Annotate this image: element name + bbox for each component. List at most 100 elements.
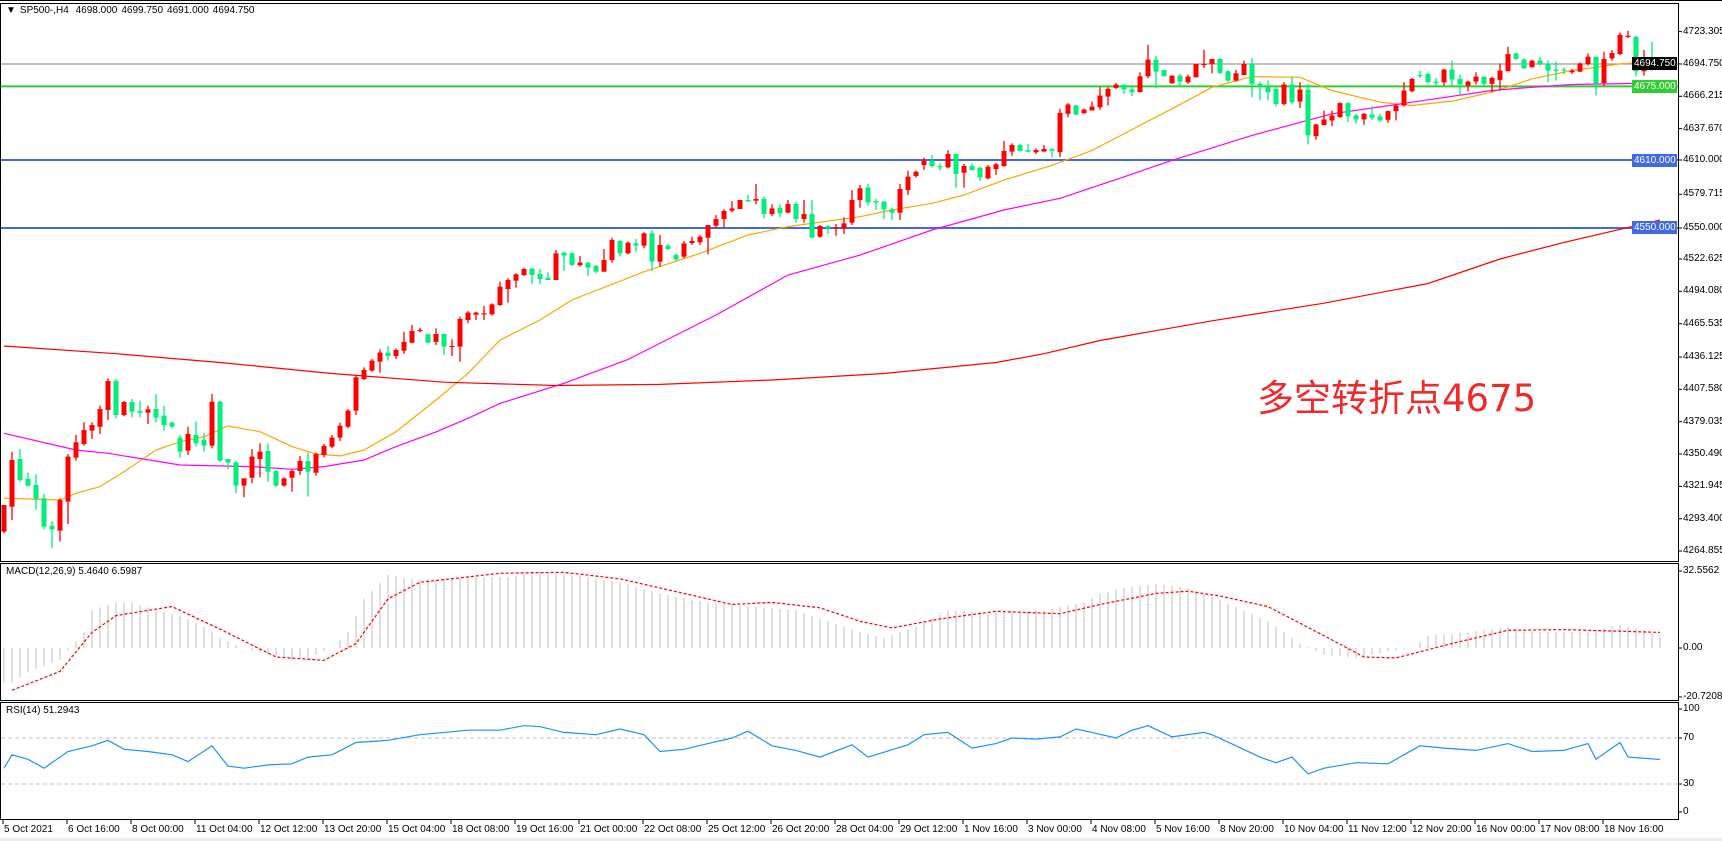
candle-body [1137, 76, 1143, 93]
candle-body [793, 203, 799, 220]
candle-body [1209, 58, 1215, 64]
candle-body [1425, 74, 1431, 83]
candle-body [1049, 149, 1055, 151]
candle-body [169, 422, 175, 427]
candle-body [513, 274, 519, 281]
candle-body [1289, 84, 1295, 103]
candle [81, 422, 87, 446]
candle [985, 164, 991, 180]
candle-body [297, 461, 303, 472]
time-axis-label: 22 Oct 08:00 [644, 824, 702, 835]
candle [201, 433, 207, 452]
candle [105, 378, 111, 421]
candle-body [1521, 59, 1527, 69]
candle [249, 449, 255, 484]
candle [393, 348, 399, 359]
candle-body [1569, 70, 1575, 73]
rsi-axis-label: 30 [1683, 778, 1695, 789]
triangle-down-icon[interactable]: ▼ [6, 5, 16, 16]
candle-body [113, 381, 119, 416]
candle-body [1465, 81, 1471, 86]
candle [481, 305, 487, 320]
candle-body [1457, 78, 1463, 85]
candle-body [369, 360, 375, 371]
candle [1081, 108, 1087, 114]
candle-body [465, 312, 471, 320]
candle [369, 358, 375, 372]
candle [177, 434, 183, 458]
candle [1337, 102, 1343, 118]
candle [1625, 30, 1631, 39]
scrollbar-strip[interactable] [0, 838, 1722, 841]
candle [1457, 74, 1463, 96]
candle-body [1161, 69, 1167, 77]
candle-body [1601, 58, 1607, 83]
price-axis-label: 4436.125 [1683, 351, 1722, 362]
candle-body [601, 260, 607, 272]
candle-body [697, 236, 703, 243]
candle-body [289, 471, 295, 478]
candle [729, 201, 735, 213]
close-value: 4694.750 [212, 5, 255, 16]
candle-body [761, 198, 767, 215]
candle-body [809, 214, 815, 238]
candle [817, 225, 823, 238]
candle [1361, 113, 1367, 125]
candle-body [481, 313, 487, 315]
candle-body [161, 415, 167, 426]
candle-body [1625, 35, 1631, 37]
candle [217, 400, 223, 462]
candle-body [609, 239, 615, 261]
candle-body [577, 262, 583, 266]
candle-body [9, 460, 15, 507]
candle-body [937, 166, 943, 168]
candle [1561, 67, 1567, 74]
candle [1009, 143, 1015, 156]
candle-body [953, 153, 959, 175]
candle [1225, 69, 1231, 83]
macd-axis-label: -20.7208 [1683, 691, 1722, 702]
candle [49, 520, 55, 549]
candle-body [1545, 63, 1551, 71]
candle-body [1449, 69, 1455, 80]
candle [1193, 63, 1199, 78]
candle [1129, 87, 1135, 97]
annotation-text[interactable]: 多空转折点4675 [1257, 377, 1537, 420]
candle-body [1073, 105, 1079, 115]
candle-body [457, 318, 463, 347]
candle [473, 311, 479, 320]
macd-label: MACD(12,26,9) 5.4640 6.5987 [6, 566, 143, 577]
price-axis-label: 4465.535 [1683, 317, 1722, 329]
candle-body [1369, 114, 1375, 118]
candle [1305, 83, 1311, 145]
candle [1177, 73, 1183, 86]
time-axis-label: 13 Oct 20:00 [324, 824, 382, 835]
candle-body [1553, 69, 1559, 71]
candle [1265, 80, 1271, 101]
time-axis-label: 28 Oct 04:00 [836, 824, 894, 835]
price-axis-label: 4494.080 [1683, 285, 1722, 297]
candle [25, 472, 31, 487]
candle [137, 400, 143, 418]
candle [1169, 75, 1175, 84]
candle-body [1065, 104, 1071, 114]
candle-body [977, 167, 983, 178]
rsi-panel-frame [0, 702, 1679, 820]
candle [953, 153, 959, 188]
candle-body [1561, 69, 1567, 71]
candle-body [33, 484, 39, 499]
candle [1249, 58, 1255, 98]
candle-body [65, 456, 71, 502]
candle-body [449, 345, 455, 348]
candle-body [745, 199, 751, 202]
candle [857, 184, 863, 208]
candle [1481, 76, 1487, 86]
candle [409, 324, 415, 344]
candle-body [385, 352, 391, 357]
time-axis-label: 5 Oct 2021 [4, 824, 53, 835]
candle-body [1193, 63, 1199, 78]
candle-body [841, 223, 847, 229]
candle-body [1241, 63, 1247, 76]
candle [121, 400, 127, 417]
